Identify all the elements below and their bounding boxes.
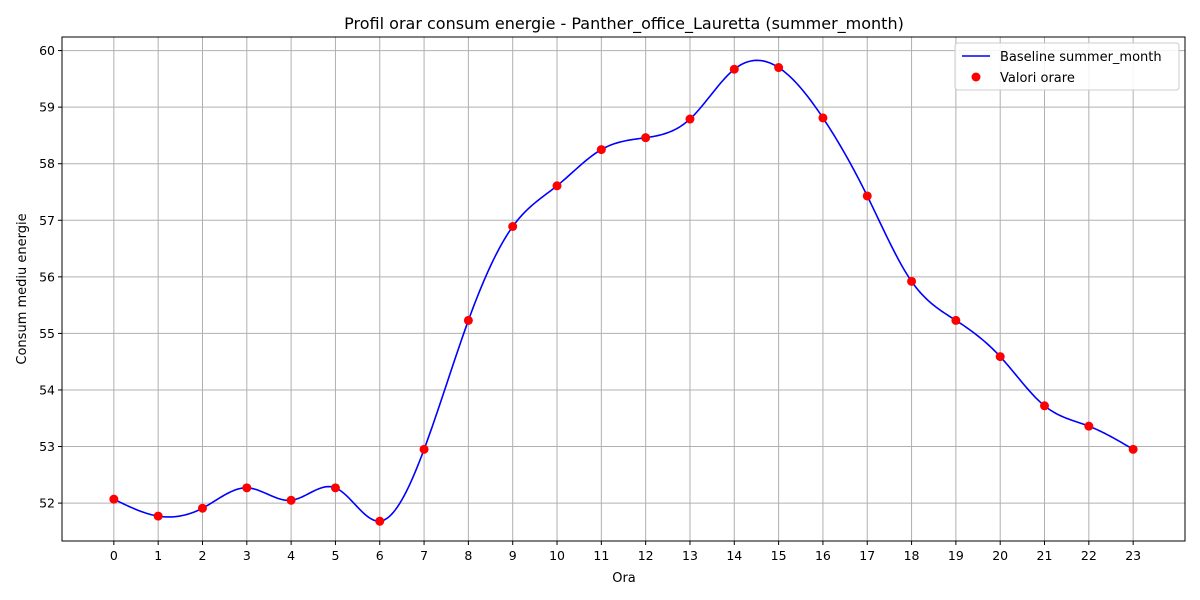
hourly-value-point <box>375 516 385 526</box>
y-tick-label: 58 <box>39 156 55 171</box>
hourly-value-point <box>552 181 562 191</box>
y-tick-label: 59 <box>39 100 55 115</box>
x-tick-label: 10 <box>549 548 565 563</box>
x-tick-label: 4 <box>287 548 295 563</box>
hourly-value-point <box>1084 421 1094 431</box>
x-axis-label: Ora <box>612 571 636 586</box>
x-tick-label: 21 <box>1037 548 1053 563</box>
x-tick-label: 7 <box>420 548 428 563</box>
hourly-value-point <box>596 145 606 155</box>
hourly-value-point <box>286 495 296 505</box>
x-tick-label: 8 <box>464 548 472 563</box>
y-axis-label: Consum mediu energie <box>15 213 30 364</box>
x-tick-label: 5 <box>331 548 339 563</box>
y-tick-label: 57 <box>39 213 55 228</box>
y-tick-label: 56 <box>39 269 55 284</box>
x-tick-label: 14 <box>726 548 742 563</box>
hourly-value-point <box>1040 401 1050 411</box>
y-tick-label: 55 <box>39 326 55 341</box>
legend-point-swatch <box>971 72 981 82</box>
x-tick-label: 3 <box>243 548 251 563</box>
hourly-value-point <box>109 494 119 504</box>
hourly-value-point <box>508 221 518 231</box>
x-tick-label: 11 <box>593 548 609 563</box>
hourly-value-point <box>641 133 651 143</box>
legend: Baseline summer_month Valori orare <box>954 42 1180 91</box>
hourly-value-point <box>463 315 473 325</box>
x-tick-label: 19 <box>948 548 964 563</box>
hourly-value-point <box>862 191 872 201</box>
chart-title: Profil orar consum energie - Panther_off… <box>344 14 904 34</box>
hourly-value-point <box>951 315 961 325</box>
hourly-value-point <box>729 64 739 74</box>
x-tick-label: 23 <box>1125 548 1141 563</box>
x-tick-label: 6 <box>376 548 384 563</box>
y-tick-label: 53 <box>39 439 55 454</box>
x-tick-label: 13 <box>682 548 698 563</box>
hourly-values-points <box>109 63 1138 526</box>
x-tick-label: 9 <box>509 548 517 563</box>
x-tick-label: 18 <box>904 548 920 563</box>
hourly-value-point <box>1128 444 1138 454</box>
x-tick-label: 15 <box>771 548 787 563</box>
hourly-value-point <box>907 276 917 286</box>
legend-label-hourly-values: Valori orare <box>1000 71 1075 86</box>
y-tick-label: 52 <box>39 496 55 511</box>
baseline-series-line <box>113 59 1134 523</box>
plot-area-frame <box>61 36 1186 542</box>
x-tick-label: 0 <box>110 548 118 563</box>
x-tick-label: 12 <box>638 548 654 563</box>
axis-ticks: 0 1 2 3 4 5 6 7 8 9 10 11 12 13 14 15 16 17 18 19 20 21 22 2352… <box>39 43 1141 563</box>
hourly-value-point <box>153 511 163 521</box>
grid-lines <box>62 37 1185 541</box>
hourly-value-point <box>242 483 252 493</box>
hourly-value-point <box>330 483 340 493</box>
legend-box <box>954 42 1180 91</box>
hourly-value-point <box>419 444 429 454</box>
y-tick-label: 60 <box>39 43 55 58</box>
hourly-value-point <box>774 63 784 73</box>
x-tick-label: 22 <box>1081 548 1097 563</box>
x-tick-label: 20 <box>992 548 1008 563</box>
y-tick-label: 54 <box>39 382 55 397</box>
hourly-value-point <box>197 503 207 513</box>
x-tick-label: 16 <box>815 548 831 563</box>
x-tick-label: 1 <box>154 548 162 563</box>
hourly-value-point <box>818 113 828 123</box>
hourly-value-point <box>685 114 695 124</box>
legend-label-baseline: Baseline summer_month <box>1000 50 1162 65</box>
x-tick-label: 17 <box>859 548 875 563</box>
hourly-value-point <box>995 352 1005 362</box>
x-tick-label: 2 <box>199 548 207 563</box>
